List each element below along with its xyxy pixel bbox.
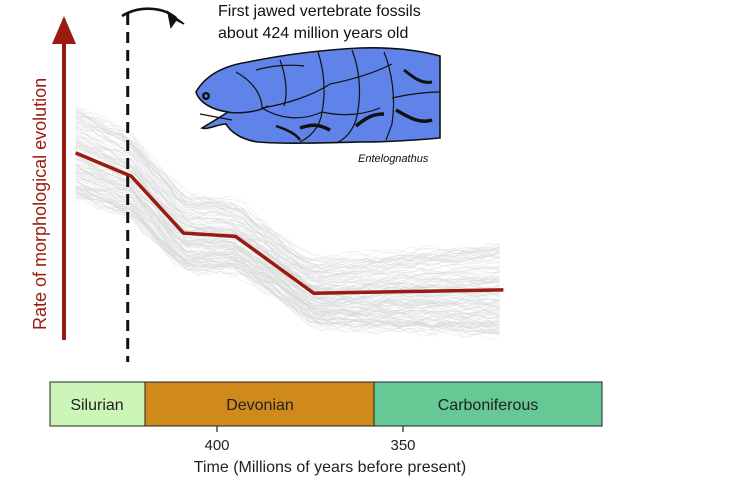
species-caption: Entelognathus — [358, 153, 429, 165]
period-bar: Silurian Devonian Carboniferous — [49, 381, 603, 427]
envelope-sample-line — [75, 188, 500, 329]
x-tick-label: 400 — [204, 437, 229, 454]
envelope-sample-line — [75, 176, 500, 318]
envelope-sample-line — [75, 196, 500, 335]
annotation-line-1: First jawed vertebrate fossils — [218, 3, 421, 20]
envelope-sample-line — [75, 112, 500, 269]
x-tick-label: 350 — [390, 437, 415, 454]
envelope-sample-line — [75, 124, 500, 278]
x-axis-ticks: 400 350 — [204, 426, 416, 454]
period-carboniferous — [373, 381, 603, 427]
period-label-silurian: Silurian — [70, 397, 123, 414]
envelope-sample-line — [75, 128, 500, 281]
envelope-sample-line — [75, 165, 500, 307]
placoderm-fish-icon — [195, 47, 441, 144]
envelope-sample-line — [75, 158, 500, 304]
envelope-sample-line — [75, 189, 500, 328]
envelope-sample-line — [75, 189, 500, 330]
envelope-sample-line — [75, 158, 500, 302]
envelope-sample-line — [75, 171, 500, 311]
envelope-sample-line — [75, 109, 500, 266]
envelope-lines — [75, 106, 500, 340]
annotation-line-2: about 424 million years old — [218, 25, 408, 42]
y-axis-title: Rate of morphological evolution — [30, 78, 50, 330]
envelope-sample-line — [75, 127, 500, 286]
period-label-carboniferous: Carboniferous — [438, 397, 539, 414]
envelope-sample-line — [75, 136, 500, 288]
y-axis-arrow — [52, 16, 76, 340]
envelope-sample-line — [75, 174, 500, 311]
envelope-sample-line — [75, 186, 500, 328]
envelope-sample-line — [75, 192, 500, 333]
envelope-sample-line — [75, 142, 500, 294]
envelope-sample-line — [75, 188, 500, 329]
x-axis-title: Time (Millions of years before present) — [194, 459, 466, 476]
period-devonian — [144, 381, 375, 427]
envelope-sample-line — [75, 145, 500, 287]
envelope-sample-line — [75, 106, 500, 260]
envelope-sample-line — [75, 111, 500, 258]
envelope-sample-line — [75, 164, 500, 306]
period-label-devonian: Devonian — [226, 397, 294, 414]
envelope-sample-line — [75, 125, 500, 278]
envelope-sample-line — [75, 108, 500, 268]
curved-arrow-icon — [121, 7, 185, 29]
envelope-sample-line — [75, 130, 500, 287]
trend-line — [74, 151, 504, 295]
envelope-sample-line — [75, 142, 500, 283]
